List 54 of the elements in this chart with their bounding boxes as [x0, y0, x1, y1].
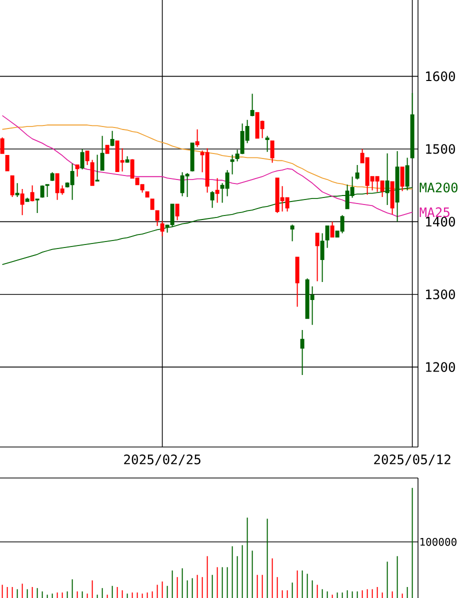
candlestick: [90, 159, 94, 186]
candlestick: [290, 224, 294, 242]
candlestick: [230, 154, 234, 175]
candlestick: [110, 130, 114, 147]
candlestick: [315, 232, 320, 282]
candlestick: [330, 221, 334, 238]
candlestick: [210, 190, 214, 208]
candlestick: [50, 172, 54, 182]
y-tick-label: 1600: [426, 71, 455, 82]
candlestick: [390, 181, 394, 215]
candlestick: [320, 232, 324, 283]
candlestick: [75, 164, 80, 178]
candlestick: [155, 210, 160, 227]
candlestick: [10, 175, 14, 198]
candlestick: [250, 93, 254, 117]
candlestick: [160, 220, 164, 237]
candlestick: [265, 135, 270, 152]
candlestick: [15, 182, 20, 198]
candlestick: [0, 136, 4, 154]
y-tick-label: 1400: [426, 216, 455, 227]
candlestick: [105, 144, 110, 154]
candlestick: [300, 329, 304, 376]
candlestick: [295, 256, 300, 308]
candlestick: [190, 142, 194, 172]
y-tick-label: 1200: [426, 362, 455, 372]
candlestick: [30, 184, 34, 202]
candlestick: [95, 154, 100, 182]
candlestick: [145, 191, 150, 198]
candlestick: [355, 164, 360, 180]
candlestick: [5, 155, 10, 172]
candlestick: [25, 197, 30, 202]
candlestick: [215, 178, 220, 204]
candlestick: [410, 92, 414, 159]
x-tick-label: 2025/05/12: [374, 454, 450, 466]
series-label: MA25: [420, 207, 450, 218]
candlestick: [100, 135, 104, 171]
candlestick: [170, 204, 174, 228]
y-tick-label: 1500: [426, 144, 455, 154]
candlestick: [270, 140, 274, 164]
candlestick: [400, 166, 404, 192]
series-label: MA200: [420, 182, 458, 192]
candlestick: [175, 204, 180, 221]
candlestick: [325, 226, 330, 248]
candlestick: [165, 224, 170, 234]
x-tick-label: 2025/02/25: [124, 454, 200, 466]
candlestick: [85, 150, 90, 166]
y-tick-label: 1300: [426, 289, 455, 300]
candlestick: [150, 198, 154, 210]
candlestick: [20, 188, 24, 216]
candlestick: [125, 156, 130, 164]
candlestick: [195, 128, 200, 148]
text: 100000: [420, 538, 456, 546]
candlestick: [80, 148, 84, 170]
candlestick: [35, 198, 40, 214]
